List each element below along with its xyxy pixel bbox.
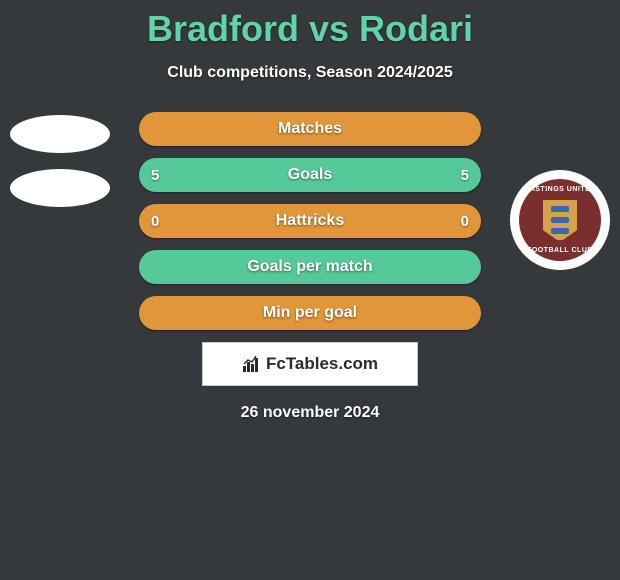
stat-bar: Min per goal <box>139 296 481 330</box>
stat-value-right: 5 <box>461 167 469 184</box>
stat-bars: Matches 5 Goals 5 0 Hattricks 0 Goals per match… <box>139 112 481 330</box>
stat-label: Min per goal <box>263 304 357 322</box>
stat-value-left: 0 <box>151 213 159 230</box>
crest-shield-icon <box>541 198 579 242</box>
stat-value-left: 5 <box>151 167 159 184</box>
stat-value-right: 0 <box>461 213 469 230</box>
subtitle: Club competitions, Season 2024/2025 <box>0 64 620 82</box>
club-badge-left <box>10 115 110 215</box>
page-title: Bradford vs Rodari <box>0 0 620 50</box>
stat-bar: 5 Goals 5 <box>139 158 481 192</box>
lion-icon <box>551 206 569 212</box>
lion-icon <box>551 228 569 234</box>
badge-placeholder-pill <box>10 169 110 207</box>
lion-icon <box>551 217 569 223</box>
stat-bar: 0 Hattricks 0 <box>139 204 481 238</box>
crest-inner: HASTINGS UNITED FOOTBALL CLUB <box>519 179 601 261</box>
date-label: 26 november 2024 <box>0 404 620 422</box>
stat-bar: Goals per match <box>139 250 481 284</box>
stat-label: Hattricks <box>276 212 344 230</box>
badge-placeholder-pill <box>10 115 110 153</box>
crest-circle: HASTINGS UNITED FOOTBALL CLUB <box>510 170 610 270</box>
stat-bar: Matches <box>139 112 481 146</box>
stat-label: Matches <box>278 120 342 138</box>
fctables-logo: FcTables.com <box>202 342 418 386</box>
bar-chart-icon <box>242 355 262 373</box>
club-badge-right: HASTINGS UNITED FOOTBALL CLUB <box>510 170 610 270</box>
crest-text-bottom: FOOTBALL CLUB <box>527 247 593 254</box>
stat-label: Goals per match <box>247 258 372 276</box>
stat-label: Goals <box>288 166 332 184</box>
crest-text-top: HASTINGS UNITED <box>524 186 596 193</box>
logo-text: FcTables.com <box>266 354 378 374</box>
